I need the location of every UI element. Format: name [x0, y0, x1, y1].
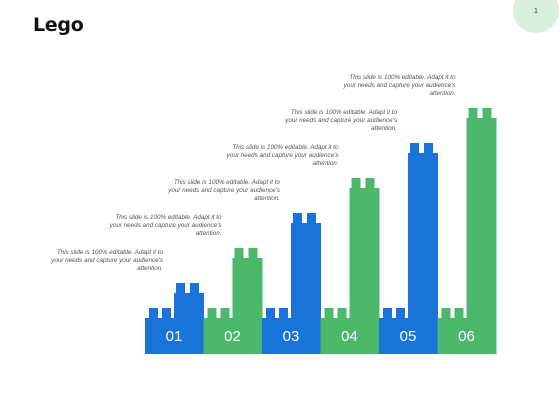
lego-stud	[149, 308, 158, 319]
lego-tower-stud	[176, 283, 185, 294]
step-label-03: 03	[282, 328, 300, 345]
lego-tower-block	[174, 293, 204, 319]
step-note-04: This slide is 100% editable. Adapt it to…	[226, 144, 339, 167]
step-note-01: This slide is 100% editable. Adapt it to…	[51, 249, 163, 272]
step-label-02: 02	[224, 328, 241, 345]
step-note-05: This slide is 100% editable. Adapt it to…	[285, 109, 397, 132]
lego-tower-stud	[248, 248, 258, 259]
lego-tower-stud	[468, 108, 478, 119]
lego-base-block	[379, 318, 438, 354]
step-note-06: This slide is 100% editable. Adapt it to…	[343, 74, 456, 97]
lego-tower-block	[232, 258, 263, 319]
lego-tower-stud	[307, 213, 316, 224]
lego-tower-stud	[365, 178, 375, 189]
lego-tower-stud	[190, 283, 199, 294]
step-label-04: 04	[341, 328, 358, 345]
step-label-05: 05	[399, 328, 417, 345]
lego-stud	[337, 308, 347, 319]
lego-base-block	[437, 318, 497, 354]
lego-tower-block	[291, 223, 321, 319]
lego-stud	[396, 308, 405, 319]
lego-stud	[266, 308, 275, 319]
lego-stud	[220, 308, 230, 319]
lego-tower-stud	[482, 108, 492, 119]
lego-stud	[279, 308, 288, 319]
lego-stud	[454, 308, 464, 319]
lego-stud	[441, 308, 451, 319]
step-note-03: This slide is 100% editable. Adapt it to…	[168, 179, 280, 202]
page-number: 1	[534, 8, 538, 15]
step-note-02: This slide is 100% editable. Adapt it to…	[109, 214, 222, 237]
lego-tower-block	[408, 153, 438, 319]
lego-tower-stud	[410, 143, 419, 154]
step-label-06: 06	[458, 328, 475, 345]
lego-tower-stud	[424, 143, 433, 154]
lego-tower-stud	[293, 213, 302, 224]
lego-tower-block	[466, 118, 497, 319]
lego-base-block	[320, 318, 380, 354]
slide-title: Lego	[33, 14, 84, 36]
lego-tower-block	[349, 188, 380, 319]
lego-stud	[383, 308, 392, 319]
step-label-01: 01	[165, 328, 183, 345]
lego-base-block	[203, 318, 263, 354]
lego-base-block	[145, 318, 204, 354]
lego-stud	[207, 308, 217, 319]
page-number-badge: 1	[513, 0, 559, 33]
lego-base-block	[262, 318, 321, 354]
lego-stud	[324, 308, 334, 319]
lego-stud	[162, 308, 171, 319]
lego-tower-stud	[234, 248, 244, 259]
lego-tower-stud	[351, 178, 361, 189]
